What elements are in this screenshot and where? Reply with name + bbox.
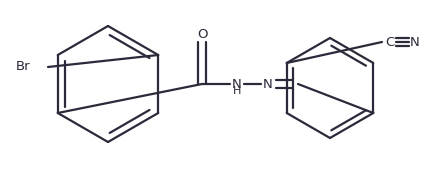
Text: N: N bbox=[410, 35, 420, 49]
Text: Br: Br bbox=[15, 61, 30, 73]
Text: H: H bbox=[233, 86, 241, 96]
Text: N: N bbox=[263, 78, 273, 90]
Text: N: N bbox=[232, 78, 242, 90]
Text: O: O bbox=[197, 28, 207, 41]
Text: C: C bbox=[385, 35, 395, 49]
